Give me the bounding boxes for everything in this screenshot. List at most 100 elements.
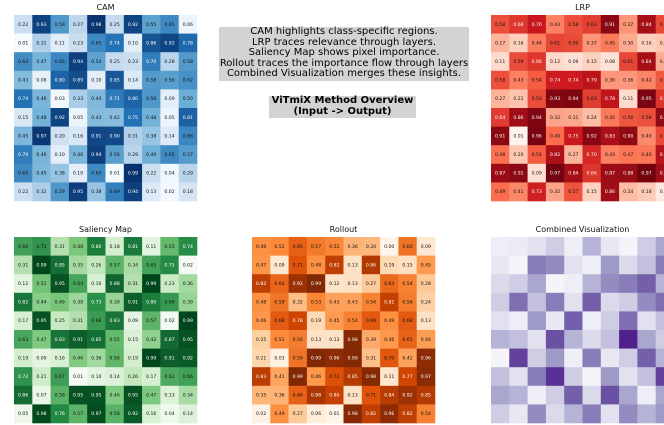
- heatmap-cell: [178, 404, 198, 424]
- heatmap-cell: [123, 52, 143, 72]
- heatmap-cell-label: 0.98: [366, 374, 376, 380]
- heatmap-cell-label: 0.01: [110, 171, 120, 177]
- heatmap-cell-label: 0.25: [256, 337, 266, 343]
- heatmap-cell-label: 0.23: [164, 281, 174, 287]
- heatmap-cell: [600, 182, 620, 202]
- heatmap-cell: [416, 237, 436, 256]
- heatmap-cell: [637, 145, 656, 165]
- heatmap-cell-label: 0.95: [641, 96, 651, 102]
- heatmap-cell: [142, 330, 161, 349]
- heatmap-cell: [545, 237, 565, 256]
- heatmap-cell-label: 0.92: [402, 393, 412, 399]
- heatmap-cell: [545, 311, 565, 331]
- heatmap-cell-label: 0.58: [495, 78, 505, 84]
- heatmap-cell: [527, 255, 547, 275]
- heatmap-cell-label: 0.88: [110, 281, 120, 287]
- heatmap-cell: [123, 145, 143, 165]
- heatmap-cell: [87, 52, 106, 72]
- heatmap-cell-label: 0.63: [587, 22, 597, 28]
- heatmap-cell-label: 0.11: [623, 96, 633, 102]
- heatmap-cell: [545, 385, 565, 405]
- heatmap-cell: [509, 311, 528, 331]
- heatmap-cell-label: 0.45: [329, 318, 339, 324]
- heatmap-cell-label: 0.16: [146, 411, 156, 417]
- heatmap-cell-label: 0.65: [164, 22, 174, 28]
- heatmap-cell-label: 0.60: [660, 133, 664, 139]
- heatmap-cell: [509, 15, 528, 34]
- heatmap-cell: [637, 89, 656, 109]
- heatmap-cell: [619, 126, 638, 146]
- heatmap-cell-label: 0.39: [183, 300, 193, 306]
- heatmap-cell: [105, 108, 125, 127]
- heatmap-cell: [142, 311, 161, 331]
- heatmap-cell: [306, 237, 326, 256]
- heatmap-cell: [87, 70, 106, 90]
- heatmap-cell: [50, 89, 70, 109]
- heatmap-cell-label: 0.07: [36, 393, 46, 399]
- heatmap-cell: [582, 182, 602, 202]
- heatmap-cell-label: 0.31: [55, 244, 65, 250]
- heatmap-cell: [142, 15, 161, 34]
- heatmap-cell: [32, 348, 51, 368]
- heatmap-cell-label: 0.38: [91, 189, 101, 195]
- heatmap-cell-label: 0.80: [660, 152, 664, 158]
- heatmap-cell: [105, 274, 125, 294]
- heatmap-cell-label: 0.89: [73, 78, 83, 84]
- heatmap-cell: [655, 126, 664, 146]
- heatmap-cell: [600, 404, 620, 424]
- description-line-4: Rollout traces the importance flow throu…: [219, 57, 469, 69]
- heatmap-cell: [252, 311, 271, 331]
- heatmap-cell: [361, 292, 381, 312]
- heatmap-cell: [398, 385, 417, 405]
- heatmap-cell: [270, 292, 289, 312]
- heatmap-cell: [343, 274, 363, 294]
- heatmap-cell: [509, 292, 528, 312]
- heatmap-cell-label: 0.36: [348, 244, 358, 250]
- heatmap-cell: [87, 145, 106, 165]
- heatmap-cell-label: 0.85: [110, 78, 120, 84]
- heatmap-cell-label: 0.28: [164, 59, 174, 65]
- heatmap-cell: [178, 145, 198, 165]
- heatmap-cell: [582, 237, 602, 256]
- heatmap-cell: [361, 274, 381, 294]
- method-description: CAM highlights class-specific regions. L…: [219, 26, 469, 81]
- heatmap-cell: [416, 292, 436, 312]
- heatmap-cell: [32, 52, 51, 72]
- heatmap-cell-label: 0.95: [73, 393, 83, 399]
- heatmap-cell: [68, 404, 88, 424]
- heatmap-cell-label: 0.80: [55, 78, 65, 84]
- heatmap-cell-label: 0.30: [623, 40, 633, 46]
- heatmap-cell: [619, 163, 638, 183]
- heatmap-cell: [87, 404, 106, 424]
- heatmap-cell: [545, 163, 565, 183]
- heatmap-cell: [123, 108, 143, 127]
- heatmap-cell-label: 0.52: [329, 244, 339, 250]
- heatmap-cell-label: 0.57: [146, 318, 156, 324]
- heatmap-cell: [619, 237, 638, 256]
- heatmap-cell: [491, 237, 510, 256]
- heatmap-cell: [252, 237, 271, 256]
- heatmap-cell: [637, 292, 656, 312]
- heatmap-cell: [325, 255, 344, 275]
- heatmap-cell: [160, 15, 179, 34]
- heatmap-cell: [619, 404, 638, 424]
- heatmap-cell-label: 0.95: [55, 281, 65, 287]
- heatmap-cell: [68, 108, 88, 127]
- heatmap-cell-label: 0.35: [73, 262, 83, 268]
- heatmap-cell: [68, 33, 88, 53]
- heatmap-cell-label: 0.88: [623, 171, 633, 177]
- heatmap-cell: [655, 163, 664, 183]
- heatmap-cell: [619, 70, 638, 90]
- heatmap-cell: [14, 163, 33, 183]
- heatmap-cell: [398, 274, 417, 294]
- heatmap-cell: [491, 145, 510, 165]
- heatmap-cell: [178, 108, 198, 127]
- heatmap-cell-label: 0.59: [55, 22, 65, 28]
- cam-heatmap: 0.22 0.93 0.59 0.27 0.98 0.25 0.92 0.55 0.65 0.06…: [14, 15, 198, 202]
- heatmap-cell: [564, 330, 583, 349]
- heatmap-cell: [142, 367, 161, 387]
- heatmap-cell-label: 0.12: [329, 281, 339, 287]
- heatmap-cell-label: 0.27: [366, 281, 376, 287]
- heatmap-cell-label: 0.70: [18, 152, 28, 158]
- heatmap-cell: [142, 89, 161, 109]
